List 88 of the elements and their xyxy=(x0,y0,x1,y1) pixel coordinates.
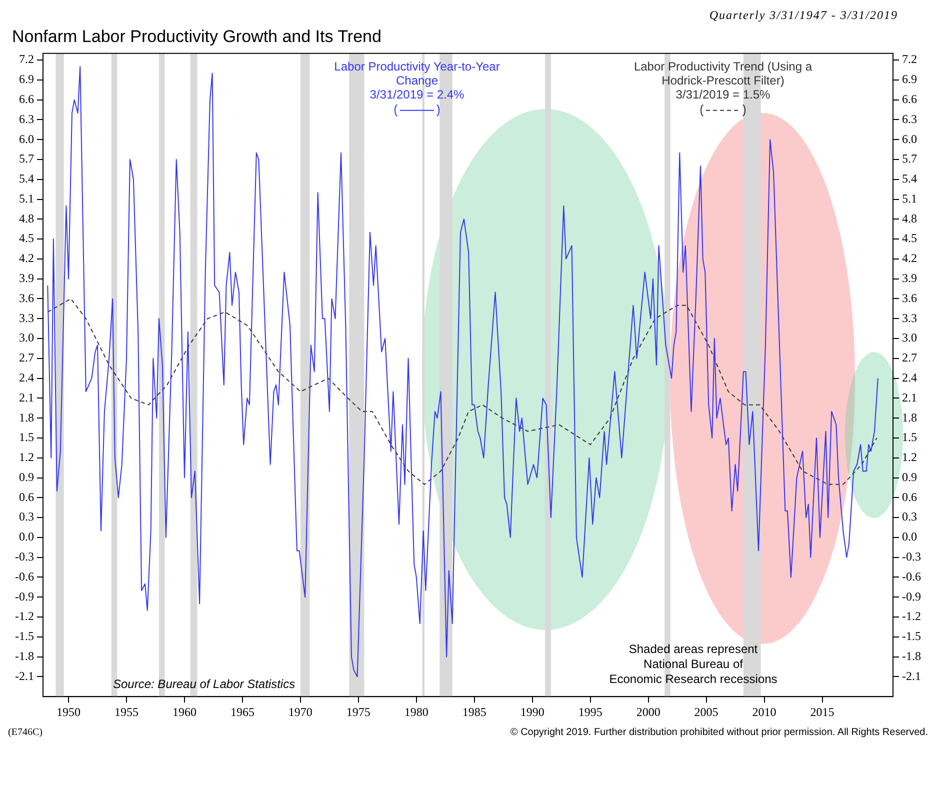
chart-title: Nonfarm Labor Productivity Growth and Its Trend xyxy=(12,26,382,46)
y2-tick-label: 4.2 xyxy=(902,251,918,266)
y-tick-label: 5.1 xyxy=(18,191,34,206)
y2-tick-label: 0.6 xyxy=(902,490,918,504)
y-tick-label: 6.0 xyxy=(18,132,34,146)
y-tick-label: 6.6 xyxy=(18,92,34,106)
y-tick-label: 0.6 xyxy=(18,490,34,504)
annotation: 3/31/2019 = 2.4% xyxy=(370,88,465,102)
x-tick-label: 2005 xyxy=(694,704,718,719)
y-tick-label: 5.7 xyxy=(18,152,34,166)
text: Labor Productivity Year-to-Year Change xyxy=(334,60,500,88)
y2-tick-label: 0.9 xyxy=(902,470,918,484)
annotation: Source: Bureau of Labor Statistics xyxy=(112,676,296,691)
y-tick-label: 1.2 xyxy=(18,450,34,464)
y-tick-label: 0.9 xyxy=(18,470,34,484)
y-tick-label: -1.8 xyxy=(14,648,34,663)
y-tick-label: 2.4 xyxy=(18,370,34,384)
y-tick-label: 4.2 xyxy=(18,251,34,266)
y-tick-label: 2.1 xyxy=(18,390,34,404)
x-tick-label: 1955 xyxy=(114,704,138,719)
y2-tick-label: 2.7 xyxy=(902,350,918,365)
y2-tick-label: 4.8 xyxy=(902,211,918,226)
y2-tick-label: 3.0 xyxy=(902,330,918,345)
y-tick-label: 1.5 xyxy=(18,430,34,444)
y2-tick-label: 0.0 xyxy=(902,530,918,544)
text: © Copyright 2019. Further distribution prohibited without prior permission. All Rights Reserved. xyxy=(510,727,928,738)
y-tick-label: 4.5 xyxy=(18,231,34,246)
y2-tick-label: 4.5 xyxy=(902,231,918,246)
y-tick-label: 3.6 xyxy=(18,290,34,305)
y-tick-label: 0.3 xyxy=(18,510,34,524)
y-tick-label: 3.3 xyxy=(18,310,34,325)
y-tick-label: 5.4 xyxy=(18,172,34,186)
y2-tick-label: 3.6 xyxy=(902,290,918,305)
x-tick-label: 1960 xyxy=(172,704,196,719)
y-tick-label: -1.5 xyxy=(14,629,34,644)
y2-tick-label: -1.8 xyxy=(902,648,922,663)
y2-tick-label: 1.2 xyxy=(902,450,918,464)
y2-tick-label: 1.5 xyxy=(902,430,918,444)
x-tick-label: 2015 xyxy=(810,704,834,719)
x-tick-label: 1970 xyxy=(288,704,312,719)
y2-tick-label: 5.7 xyxy=(902,152,918,166)
y2-tick-label: 7.2 xyxy=(902,52,918,66)
y2-tick-label: -1.2 xyxy=(902,609,922,624)
x-tick-label: 2000 xyxy=(636,704,660,719)
y2-tick-label: 0.3 xyxy=(902,510,918,524)
y-tick-label: -0.3 xyxy=(14,550,34,564)
y2-tick-label: 6.6 xyxy=(902,92,918,106)
y2-tick-label: 2.4 xyxy=(902,370,918,384)
y2-tick-label: 6.9 xyxy=(902,72,918,86)
y-tick-label: -0.6 xyxy=(14,569,34,584)
text: (E746C) xyxy=(8,727,42,738)
text: Labor Productivity Trend (Using a Hodrick-Prescott Filter) xyxy=(634,60,812,88)
y-tick-label: -1.2 xyxy=(14,609,34,624)
y2-tick-label: 5.1 xyxy=(902,191,918,206)
x-tick-label: 1995 xyxy=(578,704,602,719)
annotation: Shaded areas represent National Bureau of Economic Research recessions xyxy=(609,642,778,686)
x-tick-label: 2010 xyxy=(752,704,776,719)
y-tick-label: 6.9 xyxy=(18,72,34,86)
y2-tick-label: -0.9 xyxy=(902,589,922,604)
y-tick-label: 0.0 xyxy=(18,530,34,544)
y-tick-label: 2.7 xyxy=(18,350,34,365)
chart-subtitle: Quarterly 3/31/1947 - 3/31/2019 xyxy=(708,8,899,23)
y-tick-label: 3.0 xyxy=(18,330,34,345)
y2-tick-label: -0.3 xyxy=(902,550,922,564)
x-tick-label: 1950 xyxy=(56,704,81,719)
y-tick-label: 4.8 xyxy=(18,211,34,226)
y2-tick-label: 3.9 xyxy=(902,271,918,286)
y2-tick-label: -0.6 xyxy=(902,569,922,584)
y-tick-label: 7.2 xyxy=(18,52,34,66)
y-tick-label: -0.9 xyxy=(14,589,34,604)
y2-tick-label: 6.3 xyxy=(902,112,918,126)
y-tick-label: 1.8 xyxy=(18,410,34,424)
x-tick-label: 1965 xyxy=(230,704,254,719)
x-tick-label: 1975 xyxy=(346,704,370,719)
x-tick-label: 1990 xyxy=(520,704,544,719)
y2-tick-label: -1.5 xyxy=(902,629,922,644)
y2-tick-label: 3.3 xyxy=(902,310,918,325)
annotation: 3/31/2019 = 1.5% xyxy=(676,88,771,102)
x-tick-label: 1980 xyxy=(404,704,428,719)
y-tick-label: 6.3 xyxy=(18,112,34,126)
y2-tick-label: -2.1 xyxy=(902,668,922,683)
y2-tick-label: 5.4 xyxy=(902,172,918,186)
y-tick-label: -2.1 xyxy=(14,668,34,683)
y2-tick-label: 6.0 xyxy=(902,132,918,146)
y-tick-label: 3.9 xyxy=(18,271,34,286)
y2-tick-label: 1.8 xyxy=(902,410,918,424)
y2-tick-label: 2.1 xyxy=(902,390,918,404)
x-tick-label: 1985 xyxy=(462,704,486,719)
